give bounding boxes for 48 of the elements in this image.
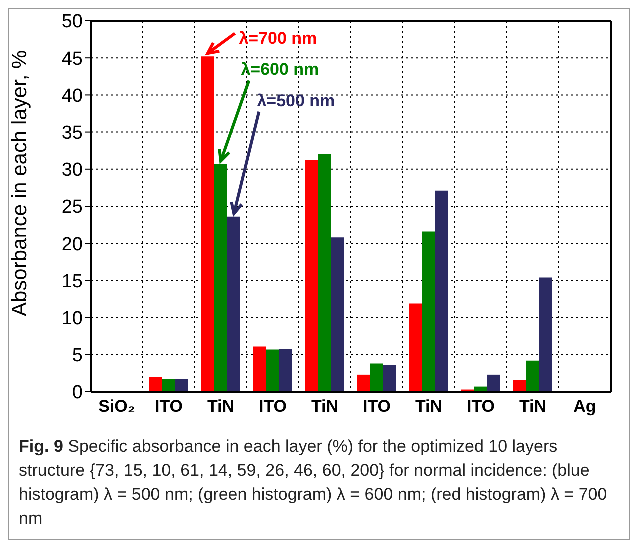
y-tick-label: 35 — [62, 123, 83, 144]
bar — [201, 56, 214, 392]
x-tick-label: SiO₂ — [98, 397, 136, 416]
bar — [149, 377, 162, 392]
x-tick-label: TiN — [311, 397, 339, 416]
y-tick-label: 40 — [62, 86, 83, 107]
x-tick-label: ITO — [258, 397, 288, 416]
bar — [526, 360, 540, 392]
x-tick-label: ITO — [154, 397, 184, 416]
bar — [435, 190, 448, 392]
text: λ=500 nm — [257, 91, 336, 110]
bar — [422, 232, 436, 392]
y-tick-label: 15 — [62, 271, 83, 292]
bar — [305, 160, 318, 392]
bar — [370, 364, 384, 392]
y-tick-label: 20 — [62, 234, 83, 256]
y-tick-label: 50 — [62, 12, 83, 33]
bar — [253, 346, 266, 392]
y-axis-title: Absorbance in each layer, % — [8, 50, 32, 316]
y-tick-label: 5 — [72, 346, 83, 367]
y-tick-label: 25 — [62, 197, 83, 218]
bar — [214, 164, 228, 392]
bar — [162, 379, 176, 392]
x-tick-label: ITO — [466, 397, 496, 416]
y-tick-label: 30 — [62, 160, 83, 182]
text: λ=600 nm — [241, 60, 320, 80]
y-tick-label: 10 — [62, 308, 83, 330]
legend-label: λ=700 nm — [239, 29, 318, 48]
x-tick-label: TiN — [519, 397, 547, 416]
bar — [266, 350, 280, 392]
bar — [331, 238, 344, 392]
y-tick-label: 0 — [72, 382, 83, 404]
caption: Fig. 9 Specific absorbance in each layer (%) for the optimized 10 layers structure {73, 15, 10, 61, 14, 59, 26, 46, 60, 200} for normal incidence: (blue histogram) λ = 500 nm; (green histogram) λ = 600 nm; (red histogram) λ = 700 nm — [19, 437, 608, 528]
bar — [409, 304, 422, 392]
bar — [487, 374, 500, 392]
x-tick-label: TiN — [415, 397, 443, 416]
bar — [383, 365, 396, 392]
bar — [318, 154, 332, 392]
x-tick-label: ITO — [362, 397, 392, 416]
bar — [539, 278, 552, 392]
x-tick-label: Ag — [574, 397, 596, 416]
bar — [279, 348, 292, 392]
y-tick-label: 45 — [62, 48, 83, 70]
bar — [357, 374, 370, 392]
x-tick-label: TiN — [207, 397, 235, 416]
bar — [175, 379, 188, 392]
bar — [513, 380, 526, 392]
bar — [227, 216, 240, 392]
